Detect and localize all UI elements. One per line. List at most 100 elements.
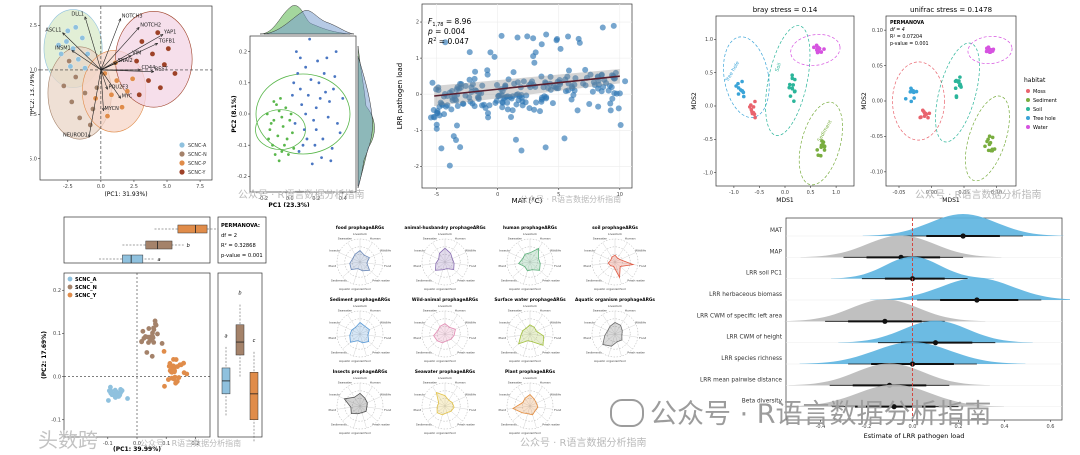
pca-point	[292, 146, 296, 150]
nmds-frame	[715, 15, 855, 187]
radar-spoke	[359, 405, 383, 410]
regression-point	[472, 68, 479, 75]
nmds-ytick-label: 1.0	[705, 37, 713, 43]
regression-point	[505, 76, 512, 83]
regression-point	[453, 122, 460, 129]
radar-axis-label: Insects	[584, 320, 595, 324]
radar-spoke	[529, 386, 543, 407]
radar-ring	[336, 238, 384, 286]
nmds-point	[788, 94, 793, 98]
regression-point	[549, 100, 556, 107]
radar-spoke	[597, 333, 616, 350]
radar-axis-label: Livestock	[523, 232, 537, 236]
radar-spoke	[529, 261, 548, 278]
regression-point	[610, 22, 617, 29]
radar-axis-label: Fresh water	[627, 278, 645, 282]
pca-ytick-label: 0.1	[239, 81, 247, 87]
biplot-xtick-label: 7.5	[196, 184, 204, 190]
gene-label: MYC	[122, 93, 133, 99]
radar-axis-label: Fresh water	[372, 278, 390, 282]
radar-spoke	[517, 386, 531, 407]
radar-title: human prophageARGs	[503, 225, 557, 231]
pca-point	[334, 50, 338, 53]
regression-point	[589, 88, 596, 95]
regression-ytick-label: -2	[414, 164, 419, 170]
regression-point	[595, 103, 602, 110]
gene-label: SNAI2	[118, 58, 133, 64]
pca-point	[276, 134, 280, 138]
radar-ring	[352, 398, 368, 414]
ridge-density	[838, 320, 1033, 343]
radar-axis-label: Aquatic organism	[424, 431, 450, 435]
radar-axis-label: Livestock	[438, 376, 452, 380]
nmds-point	[953, 79, 958, 83]
pca-point	[284, 106, 288, 110]
ridge-row-label: LRR soil PC1	[746, 271, 782, 277]
regression-point	[484, 110, 491, 117]
radar-ring	[591, 238, 639, 286]
radar-axis-label: Wildlife	[550, 248, 561, 252]
radar-axis-label: Food	[639, 336, 646, 340]
box	[122, 254, 144, 264]
gene-label: YAP1	[163, 29, 176, 35]
radar-spoke	[512, 333, 531, 350]
radar-axis-label: Seawater	[338, 380, 353, 384]
permanova-text: p-value = 0.001	[890, 41, 929, 47]
gene-label: NEUROD1	[63, 132, 88, 138]
nmds-point	[820, 143, 824, 148]
radar-axis-label: Food	[469, 264, 476, 268]
radar-ring	[599, 318, 631, 350]
radar-axis-label: Fresh water	[372, 350, 390, 354]
regression-xtick-label: 10	[617, 192, 623, 198]
regression-point	[607, 107, 614, 114]
regression-point	[561, 135, 568, 142]
radar-axis-label: Fresh water	[372, 422, 390, 426]
habitat-ellipse	[965, 95, 1010, 182]
radar-spoke	[529, 405, 553, 410]
pca-point	[279, 97, 282, 100]
ridge-row-label: MAT	[770, 228, 783, 234]
biplot-point	[172, 70, 178, 77]
radar-axis-label: Seawater	[423, 308, 438, 312]
habitat-ellipse	[790, 34, 841, 66]
regression-point	[510, 69, 517, 76]
pca-point	[330, 146, 334, 150]
nmds-point	[989, 148, 993, 153]
nmds-ytick-label: 0.5	[705, 70, 713, 76]
nmds-point	[912, 96, 916, 100]
watermark-4: 公众号 · R语言数据分析指南	[140, 439, 242, 448]
pca-point	[289, 112, 293, 116]
biplot-point	[104, 113, 111, 119]
radar-axis-label: Seawater	[508, 380, 523, 384]
radar-spoke	[438, 261, 446, 285]
radar-axis-label: Sediments	[331, 278, 347, 282]
pcoa-point	[181, 360, 187, 366]
nmds-point	[953, 86, 958, 91]
pca-point	[310, 162, 314, 166]
radar-spoke	[614, 261, 633, 278]
radar-spoke	[337, 333, 361, 338]
pcoa-point	[106, 388, 112, 394]
radar-ring	[506, 238, 554, 286]
biplot-point	[55, 42, 62, 48]
legend-label: Sediment	[1033, 98, 1057, 104]
habitat-ellipse	[798, 101, 843, 186]
radar-spoke	[359, 261, 378, 278]
radar-axis-label: Livestock	[353, 304, 367, 308]
nmds-point	[926, 115, 930, 120]
nmds-xtick-label: 1.0	[832, 190, 840, 196]
radar-spoke	[614, 314, 628, 335]
pca-x-axis-label: PC1 (23.3%)	[268, 202, 310, 207]
radar-axis-label: Fresh water	[457, 278, 475, 282]
regression-point	[504, 99, 511, 106]
arrow-head	[150, 70, 154, 74]
arrow-head	[113, 62, 117, 66]
pca-point	[338, 131, 342, 135]
pcoa-point	[170, 363, 176, 369]
radar-spoke	[444, 405, 452, 429]
gene-label: ASCL1	[45, 28, 61, 34]
radar-axis-label: Insects	[414, 248, 425, 252]
regression-point	[547, 73, 554, 80]
nmds-point	[987, 142, 992, 147]
radar-axis-label: Insects	[414, 392, 425, 396]
